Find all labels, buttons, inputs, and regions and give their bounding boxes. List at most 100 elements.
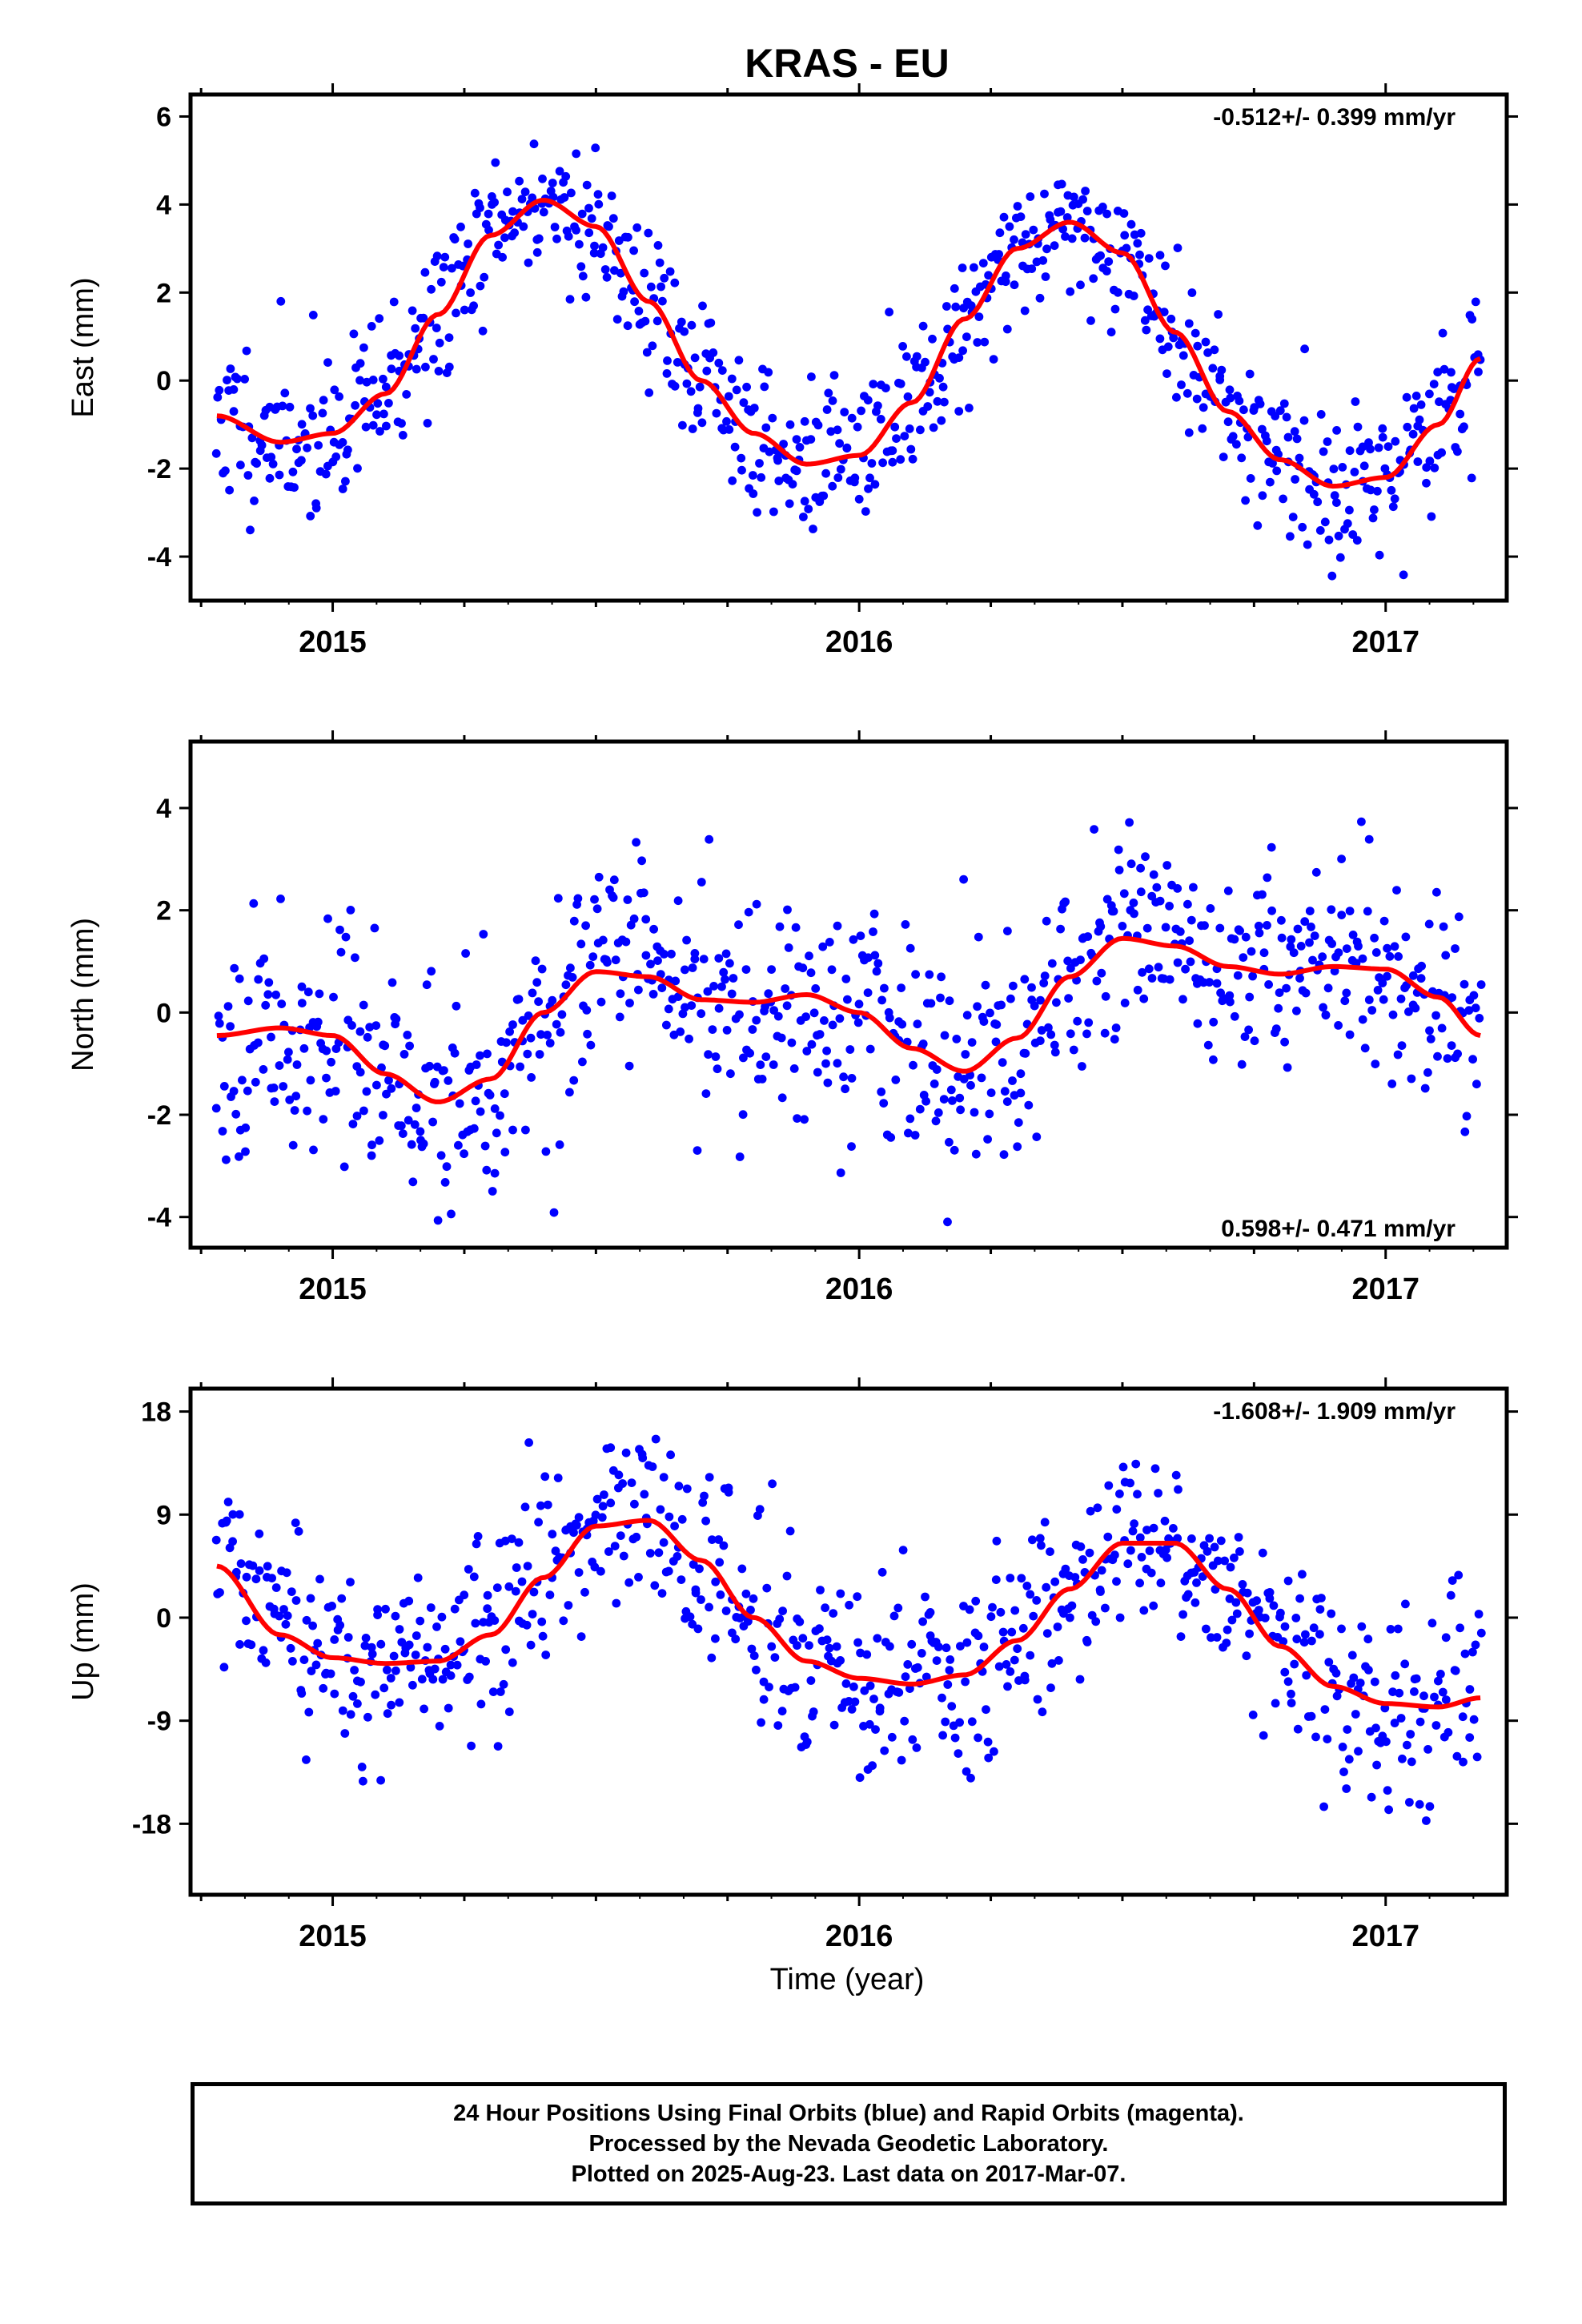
data-point [527,1073,536,1082]
data-point [911,970,920,979]
data-point [805,951,813,961]
data-point [1437,1023,1447,1033]
data-point [818,942,828,951]
data-point [624,1061,634,1071]
data-point [1295,974,1304,983]
data-point [417,1675,427,1684]
data-point [946,1655,955,1664]
y-axis-label: North (mm) [66,918,100,1072]
data-point [1183,899,1192,909]
data-point [594,872,604,882]
data-point [228,1537,237,1546]
data-point [583,1029,592,1039]
data-point [836,1589,845,1598]
data-point [999,1150,1009,1160]
data-point [338,1706,347,1715]
data-point [1232,440,1241,449]
data-point [1378,979,1387,987]
data-point [1385,951,1395,961]
data-point [849,935,858,944]
data-point [955,1093,965,1103]
data-point [267,1574,276,1582]
data-point [1052,998,1061,1007]
data-point [270,1097,279,1106]
data-point [1292,434,1302,444]
data-point [657,1589,667,1598]
data-point [508,1020,517,1029]
data-point [971,1149,981,1159]
data-point [737,1564,747,1574]
data-point [229,407,239,416]
data-point [297,999,307,1007]
data-point [402,390,412,399]
data-point [235,1152,243,1161]
data-point [1415,1717,1425,1727]
data-point [464,1672,474,1682]
data-point [664,1004,673,1014]
data-point [1027,983,1036,992]
data-point [1411,1003,1420,1013]
data-point [1426,1035,1435,1043]
data-point [938,1693,946,1703]
data-point [724,1488,733,1497]
data-point [476,1107,485,1116]
data-point [411,324,420,333]
data-point [673,1552,682,1561]
data-point [973,1002,982,1011]
data-point [1181,964,1190,974]
data-point [238,1076,247,1085]
data-point [1427,1618,1437,1628]
data-point [862,1650,872,1659]
data-point [789,1064,799,1073]
data-point [813,420,823,430]
data-point [962,1011,972,1020]
data-point [885,1013,894,1023]
data-point [1040,971,1050,980]
data-point [946,1085,956,1095]
data-point [243,1086,252,1096]
data-point [1383,971,1391,981]
data-point [791,923,801,932]
data-point [1123,1559,1133,1569]
data-point [1277,915,1286,925]
data-point [795,443,805,452]
data-point [984,271,993,280]
data-point [376,1639,386,1649]
data-point [500,1148,510,1157]
data-point [1173,884,1182,893]
data-point [469,1124,479,1133]
data-point [1387,485,1396,495]
data-point [943,1680,953,1689]
data-point [448,263,456,273]
data-point [1305,907,1315,915]
data-point [261,1658,271,1667]
data-point [655,258,665,267]
data-point [653,956,662,965]
data-point [990,1747,998,1756]
data-point [1372,1760,1381,1770]
data-point [1423,1745,1432,1754]
data-point [801,1012,810,1021]
footer-line-3: Plotted on 2025-Aug-23. Last data on 201… [571,2161,1126,2187]
data-point [520,1502,530,1512]
data-point [693,1624,703,1634]
x-tick-label: 2015 [299,1273,367,1306]
data-point [496,1111,504,1120]
data-point [869,380,878,388]
data-point [873,401,882,410]
data-point [526,1640,536,1650]
data-point [1103,1532,1113,1542]
data-point [1120,231,1130,240]
data-point [664,1566,673,1576]
data-point [1028,1535,1037,1545]
data-point [1003,1682,1012,1691]
y-tick-label: 18 [141,1397,171,1428]
data-point [1083,932,1093,941]
data-point [1096,922,1106,931]
data-point [910,1131,920,1140]
data-point [1243,1588,1252,1598]
data-point [367,1151,376,1160]
data-point [604,222,613,231]
data-point [1435,397,1443,407]
data-point [1293,924,1303,934]
